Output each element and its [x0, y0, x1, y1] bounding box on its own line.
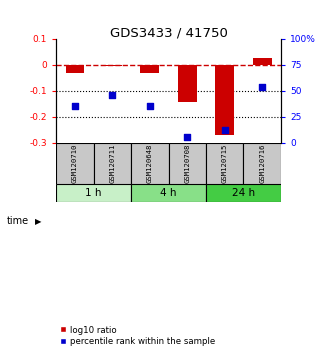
Text: GSM120708: GSM120708 — [184, 144, 190, 183]
FancyBboxPatch shape — [131, 143, 169, 184]
Text: 4 h: 4 h — [160, 188, 177, 198]
Text: GSM120711: GSM120711 — [109, 144, 115, 183]
Text: GDS3433 / 41750: GDS3433 / 41750 — [109, 27, 228, 40]
Text: time: time — [6, 216, 29, 226]
Text: ▶: ▶ — [35, 217, 42, 226]
Point — [147, 103, 152, 109]
FancyBboxPatch shape — [243, 143, 281, 184]
FancyBboxPatch shape — [131, 184, 206, 202]
Point — [185, 135, 190, 140]
Bar — [178, 65, 196, 102]
FancyBboxPatch shape — [56, 184, 131, 202]
FancyBboxPatch shape — [56, 143, 94, 184]
Text: GSM120716: GSM120716 — [259, 144, 265, 183]
Point — [72, 103, 77, 109]
Point — [260, 84, 265, 90]
FancyBboxPatch shape — [169, 143, 206, 184]
Bar — [141, 65, 159, 73]
Text: 1 h: 1 h — [85, 188, 102, 198]
Point — [222, 127, 227, 133]
FancyBboxPatch shape — [206, 184, 281, 202]
Bar — [103, 65, 122, 66]
FancyBboxPatch shape — [94, 143, 131, 184]
Bar — [253, 58, 272, 65]
Point — [110, 92, 115, 98]
Text: GSM120648: GSM120648 — [147, 144, 153, 183]
FancyBboxPatch shape — [206, 143, 243, 184]
Bar — [215, 65, 234, 135]
Text: GSM120715: GSM120715 — [222, 144, 228, 183]
Text: GSM120710: GSM120710 — [72, 144, 78, 183]
Text: 24 h: 24 h — [232, 188, 255, 198]
Legend: log10 ratio, percentile rank within the sample: log10 ratio, percentile rank within the … — [60, 326, 215, 346]
Bar — [65, 65, 84, 73]
